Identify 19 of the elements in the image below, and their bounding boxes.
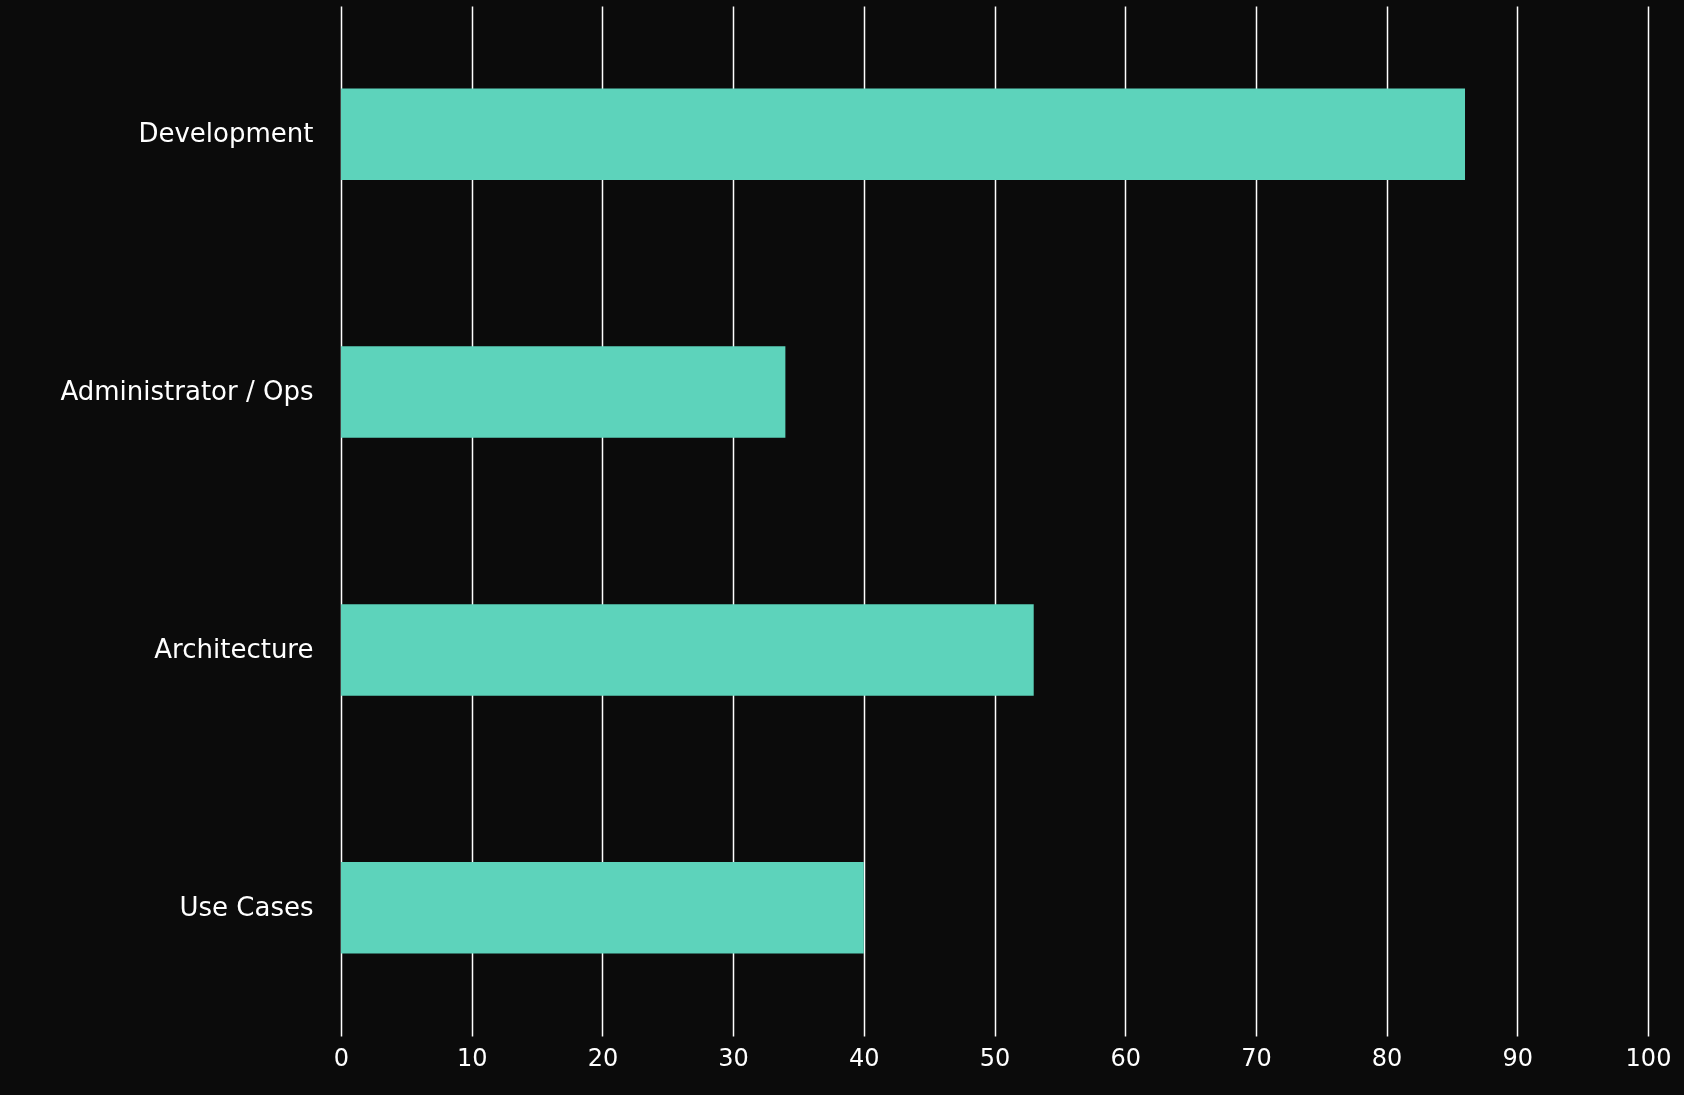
x-tick-label: 20 [587,1043,619,1072]
y-tick-label: Use Cases [179,891,314,922]
x-tick-label: 50 [979,1043,1011,1072]
y-tick-label: Architecture [154,633,314,664]
x-tick-label: 70 [1241,1043,1272,1072]
y-tick-label: Development [138,118,314,149]
bar [341,346,786,438]
x-tick-label: 10 [456,1043,488,1072]
bar [341,88,1466,181]
bar [341,861,864,954]
x-tick-label: 80 [1371,1043,1403,1072]
x-tick-label: 100 [1625,1043,1672,1072]
x-tick-label: 30 [718,1043,749,1072]
bar [341,604,1034,696]
x-tick-label: 40 [849,1043,880,1072]
y-tick-label: Administrator / Ops [60,376,314,407]
x-tick-label: 90 [1502,1043,1534,1072]
x-tick-label: 0 [333,1043,350,1072]
x-tick-label: 60 [1110,1043,1141,1072]
